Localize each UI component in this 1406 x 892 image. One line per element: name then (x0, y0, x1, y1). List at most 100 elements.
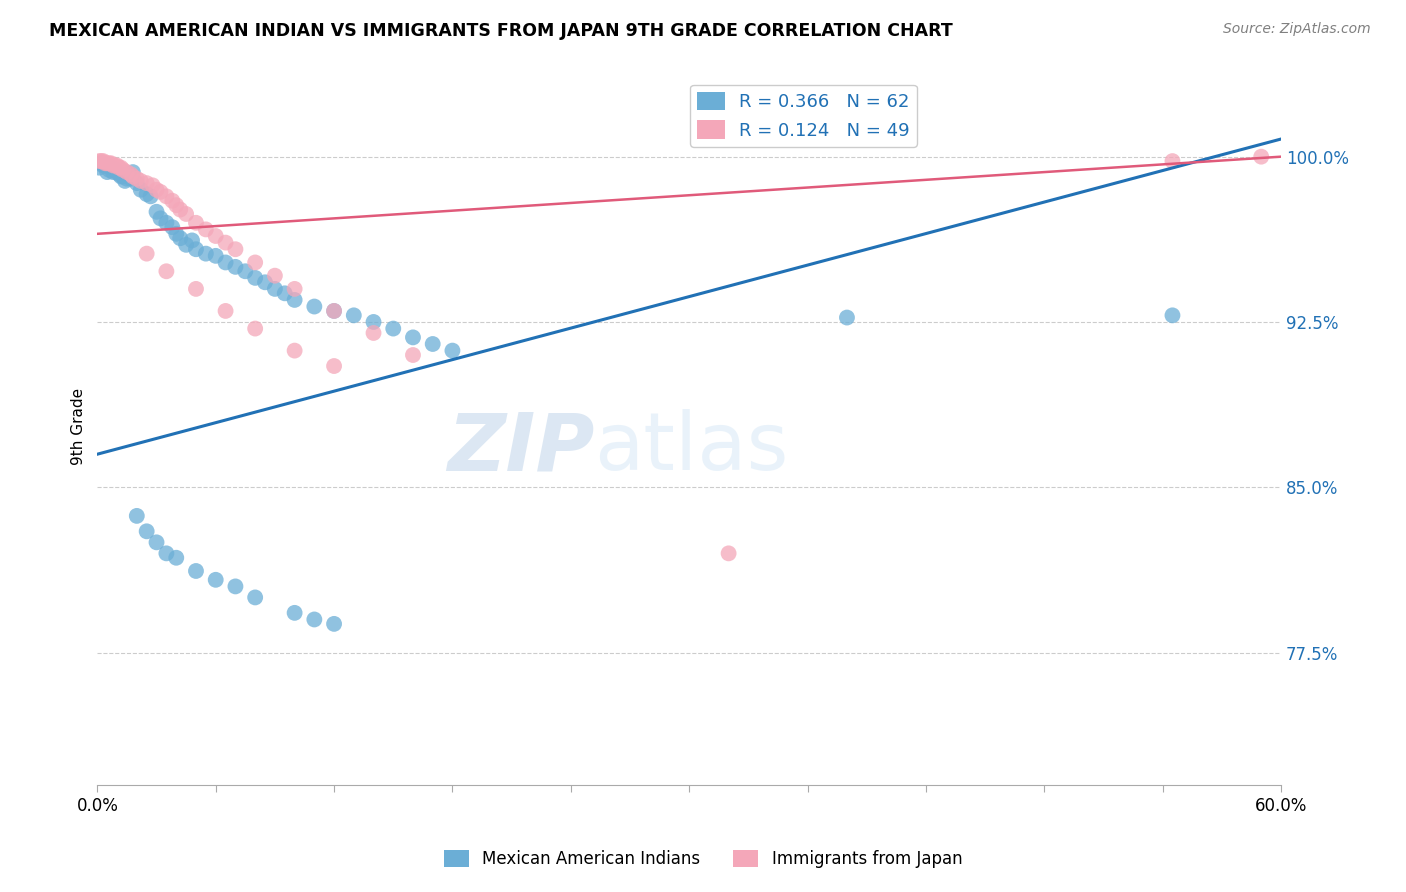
Text: Source: ZipAtlas.com: Source: ZipAtlas.com (1223, 22, 1371, 37)
Point (125, 176, 148, 190)
Point (111, 169, 134, 184)
Point (89, 154, 111, 169)
Point (120, 171, 142, 186)
Point (91, 159, 114, 173)
Point (135, 187, 157, 202)
Point (121, 169, 143, 184)
Point (224, 260, 246, 274)
Point (422, 337, 444, 351)
Point (104, 159, 127, 173)
Point (323, 304, 346, 318)
Point (214, 235, 236, 250)
Point (118, 167, 141, 181)
Point (243, 321, 266, 335)
Point (304, 300, 326, 314)
Point (274, 286, 297, 301)
Point (165, 227, 187, 241)
Y-axis label: 9th Grade: 9th Grade (72, 388, 86, 466)
Point (165, 550, 187, 565)
Point (181, 234, 204, 248)
Point (149, 211, 172, 226)
Text: MEXICAN AMERICAN INDIAN VS IMMIGRANTS FROM JAPAN 9TH GRADE CORRELATION CHART: MEXICAN AMERICAN INDIAN VS IMMIGRANTS FR… (49, 22, 953, 40)
Point (184, 242, 207, 256)
Point (135, 246, 157, 260)
Point (121, 165, 143, 179)
Point (194, 246, 217, 260)
Point (174, 207, 197, 221)
Point (145, 204, 167, 219)
Point (100, 156, 122, 170)
Point (304, 612, 326, 626)
Point (100, 161, 122, 175)
Point (110, 161, 132, 175)
Point (184, 564, 207, 578)
Point (125, 171, 148, 186)
Point (98, 162, 121, 177)
Point (98, 156, 121, 170)
Point (363, 315, 385, 329)
Point (149, 185, 172, 199)
Point (105, 165, 128, 179)
Point (89, 161, 111, 175)
Point (264, 268, 287, 283)
Point (129, 174, 152, 188)
Point (129, 183, 152, 197)
Point (101, 165, 124, 179)
Point (135, 524, 157, 539)
Legend: Mexican American Indians, Immigrants from Japan: Mexican American Indians, Immigrants fro… (437, 843, 969, 875)
Point (224, 242, 246, 256)
Point (717, 546, 740, 560)
Point (114, 174, 136, 188)
Point (253, 275, 276, 289)
Point (169, 202, 191, 217)
Point (835, 310, 858, 325)
Point (343, 309, 366, 323)
Point (284, 293, 307, 307)
Point (323, 304, 346, 318)
Point (169, 231, 191, 245)
Point (90, 156, 112, 170)
Point (243, 255, 266, 269)
Point (115, 171, 138, 186)
Point (94, 159, 117, 173)
Point (90, 154, 112, 169)
Point (105, 159, 128, 173)
Point (224, 579, 246, 593)
Point (194, 222, 217, 236)
Point (135, 176, 157, 190)
Text: ZIP: ZIP (447, 409, 595, 487)
Point (184, 216, 207, 230)
Point (115, 165, 138, 179)
Point (139, 189, 162, 203)
Point (264, 282, 287, 296)
Point (108, 161, 131, 175)
Point (441, 343, 464, 358)
Point (108, 167, 131, 181)
Point (174, 237, 197, 252)
Point (284, 343, 307, 358)
Point (142, 178, 165, 193)
Point (165, 198, 187, 212)
Point (162, 220, 184, 235)
Point (402, 330, 425, 344)
Point (382, 321, 405, 335)
Point (204, 573, 226, 587)
Point (155, 264, 177, 278)
Point (145, 183, 167, 197)
Point (104, 162, 127, 177)
Point (91, 154, 114, 169)
Point (323, 359, 346, 373)
Point (204, 229, 226, 244)
Point (155, 216, 177, 230)
Point (155, 546, 177, 560)
Point (96, 165, 118, 179)
Point (204, 249, 226, 263)
Point (323, 616, 346, 631)
Point (110, 169, 132, 184)
Point (284, 282, 307, 296)
Point (155, 189, 177, 203)
Point (94, 156, 117, 170)
Point (145, 535, 167, 549)
Point (214, 255, 236, 269)
Point (1161, 309, 1184, 323)
